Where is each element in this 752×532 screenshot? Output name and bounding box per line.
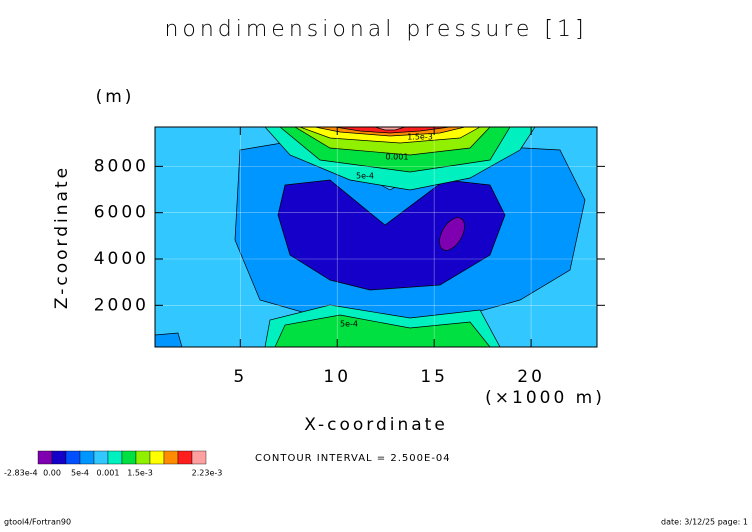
colorbar-swatch	[37, 450, 53, 465]
colorbar-label: 0.001	[97, 469, 120, 478]
colorbar-swatch	[177, 450, 193, 465]
contour-region	[374, 127, 406, 131]
contour-label: 0.001	[386, 153, 409, 162]
y-tick-label: 8000	[94, 156, 149, 176]
x-tick-label: 10	[323, 367, 351, 387]
footer-right: date: 3/12/25 page: 1	[661, 518, 748, 527]
colorbar-swatch	[93, 450, 109, 465]
y-tick-label: 2000	[94, 295, 149, 315]
colorbar-label: 0.00	[43, 469, 61, 478]
plot-frame	[154, 126, 598, 348]
contour-region	[274, 314, 491, 347]
colorbar-swatch	[79, 450, 95, 465]
colorbar-swatch	[149, 450, 165, 465]
x-axis-label: X-coordinate	[304, 415, 448, 435]
contour-region	[277, 179, 506, 291]
colorbar-swatch	[51, 450, 67, 465]
contour-label: 1.5e-3	[407, 133, 433, 142]
colorbar-swatch	[163, 450, 179, 465]
x-tick-label: 5	[233, 367, 247, 387]
colorbar-label: 5e-4	[71, 469, 89, 478]
colorbar-label: 1.5e-3	[127, 469, 153, 478]
y-axis-label: Z-coordinate	[52, 165, 72, 309]
colorbar-swatch	[135, 450, 151, 465]
colorbar-label: -2.83e-4	[4, 469, 38, 478]
contour-label: 5e-4	[356, 172, 374, 181]
colorbar-label: 2.23e-3	[192, 469, 223, 478]
contour-interval: CONTOUR INTERVAL = 2.500E-04	[255, 453, 451, 464]
contour-label: 5e-4	[340, 320, 358, 329]
chart-title: nondimensional pressure [1]	[164, 17, 587, 42]
contour-field: 1.5e-3 0.001 5e-4 5e-4	[155, 127, 597, 347]
colorbar-swatch	[191, 450, 207, 465]
contour-region	[439, 217, 465, 251]
axes: 5 10 15 20 2000 4000 6000 8000	[94, 127, 605, 387]
contour-region	[155, 332, 183, 347]
y-tick-label: 4000	[94, 249, 149, 269]
colorbar-swatch	[107, 450, 123, 465]
x-tick-label: 20	[517, 367, 545, 387]
colorbar-swatch	[65, 450, 81, 465]
y-tick-label: 6000	[94, 203, 149, 223]
x-tick-label: 15	[420, 367, 448, 387]
footer-left: gtool4/Fortran90	[4, 518, 71, 527]
y-unit: (m)	[96, 87, 135, 107]
x-unit: (×1000 m)	[485, 388, 605, 408]
colorbar-swatch	[121, 450, 137, 465]
